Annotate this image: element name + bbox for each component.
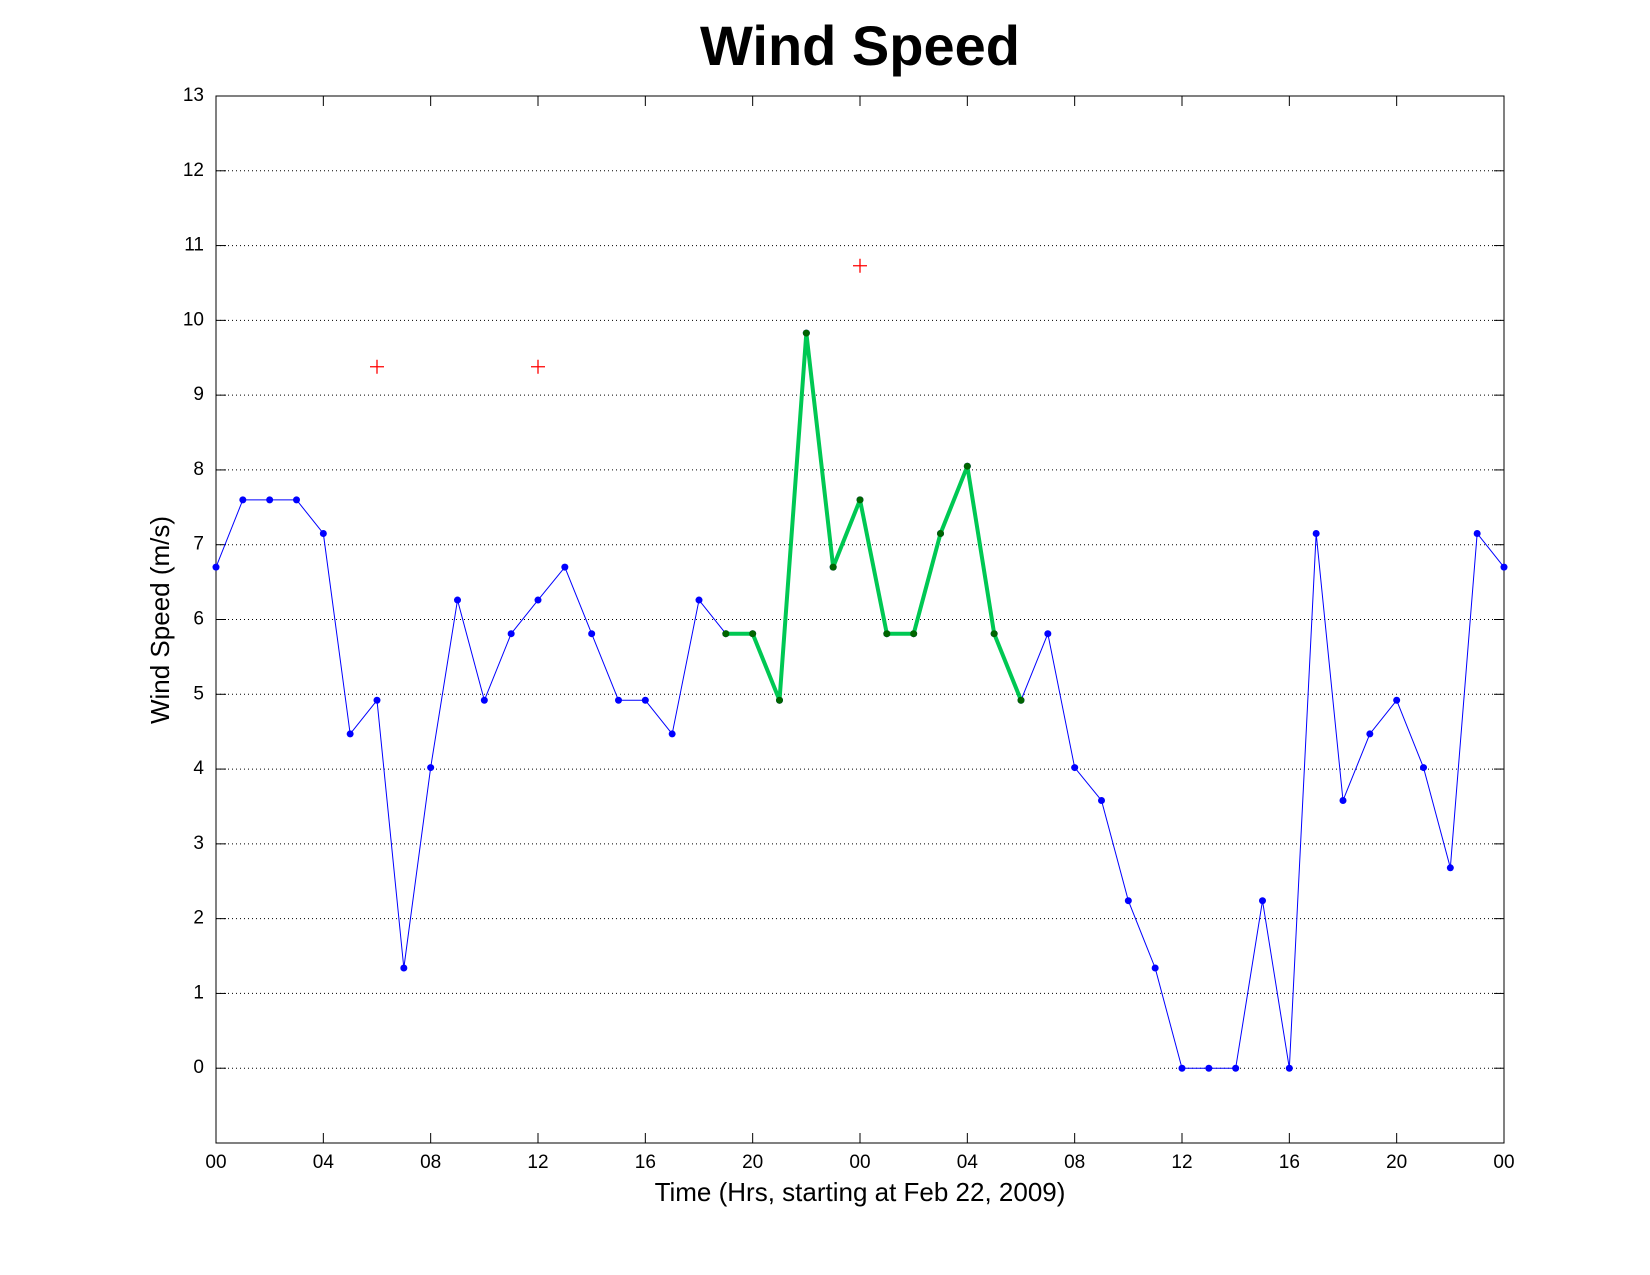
x-tick-label: 00	[849, 1152, 870, 1173]
x-tick-label: 12	[1171, 1152, 1192, 1173]
point-marker	[1178, 1064, 1186, 1072]
x-tick-label: 00	[1493, 1152, 1514, 1173]
point-marker	[212, 563, 220, 571]
x-tick-label: 08	[420, 1152, 441, 1173]
y-tick-label: 3	[193, 833, 204, 854]
y-axis-label: Wind Speed (m/s)	[145, 516, 175, 724]
point-marker	[454, 596, 461, 604]
y-tick-label: 0	[193, 1057, 204, 1078]
x-tick-label: 16	[1279, 1152, 1300, 1173]
point-marker	[1393, 696, 1401, 704]
point-marker	[937, 529, 944, 537]
point-marker	[293, 496, 300, 504]
point-marker	[641, 696, 649, 704]
point-marker	[400, 964, 408, 972]
point-marker	[1339, 796, 1347, 804]
x-tick-label: 20	[1386, 1152, 1407, 1173]
y-tick-label: 1	[193, 982, 204, 1003]
point-marker	[239, 496, 247, 504]
point-marker	[990, 630, 998, 638]
point-marker	[1232, 1064, 1240, 1072]
point-marker	[266, 496, 274, 504]
point-marker	[1151, 964, 1159, 972]
point-marker	[856, 496, 864, 504]
y-tick-label: 8	[193, 459, 204, 480]
point-marker	[883, 630, 891, 638]
point-marker	[1473, 529, 1481, 537]
x-tick-label: 04	[313, 1152, 335, 1173]
point-marker	[853, 258, 867, 273]
point-marker	[1500, 563, 1508, 571]
x-axis-label: Time (Hrs, starting at Feb 22, 2009)	[655, 1177, 1066, 1207]
point-marker	[1017, 696, 1025, 704]
point-marker	[370, 359, 384, 374]
point-marker	[668, 730, 676, 738]
chart-title: Wind Speed	[700, 14, 1020, 77]
point-marker	[1446, 864, 1454, 872]
point-marker	[749, 630, 757, 638]
point-marker	[427, 764, 435, 772]
series-line	[725, 331, 1023, 703]
point-marker	[588, 630, 596, 638]
point-marker	[1366, 730, 1374, 738]
point-marker	[1071, 764, 1079, 772]
x-tick-label: 16	[635, 1152, 656, 1173]
point-marker	[829, 563, 837, 571]
point-marker	[776, 696, 783, 704]
y-tick-label: 12	[183, 160, 204, 181]
plot-frame	[215, 95, 1505, 1144]
point-marker	[480, 696, 488, 704]
point-marker	[963, 462, 971, 470]
y-tick-label: 13	[183, 85, 204, 106]
point-marker	[534, 596, 542, 604]
y-tick-label: 2	[193, 908, 204, 929]
point-marker	[1124, 897, 1132, 905]
point-marker	[561, 563, 569, 571]
y-tick-label: 10	[183, 309, 204, 330]
point-marker	[1044, 630, 1052, 638]
y-tick-label: 6	[193, 609, 204, 630]
x-tick-label: 08	[1064, 1152, 1085, 1173]
x-tick-label: 04	[957, 1152, 979, 1173]
point-marker	[695, 596, 703, 604]
x-tick-label: 20	[742, 1152, 763, 1173]
y-tick-label: 4	[193, 758, 204, 779]
y-tick-label: 11	[184, 235, 204, 256]
point-marker	[615, 696, 622, 704]
y-tick-label: 7	[193, 534, 204, 555]
series-line	[215, 332, 1505, 1069]
point-marker	[373, 696, 381, 704]
point-marker	[910, 630, 918, 638]
x-tick-label: 00	[205, 1152, 226, 1173]
point-marker	[722, 630, 730, 638]
point-marker	[1259, 897, 1266, 905]
point-marker	[507, 630, 515, 638]
y-tick-label: 5	[193, 683, 204, 704]
y-tick-label: 9	[193, 384, 204, 405]
point-marker	[531, 359, 545, 374]
point-marker	[1098, 796, 1105, 804]
point-marker	[346, 730, 354, 738]
point-marker	[1205, 1064, 1213, 1072]
x-tick-label: 12	[527, 1152, 548, 1173]
point-marker	[319, 529, 327, 537]
point-marker	[1420, 764, 1427, 772]
point-marker	[802, 329, 810, 337]
point-marker	[1285, 1064, 1293, 1072]
point-marker	[1312, 529, 1320, 537]
